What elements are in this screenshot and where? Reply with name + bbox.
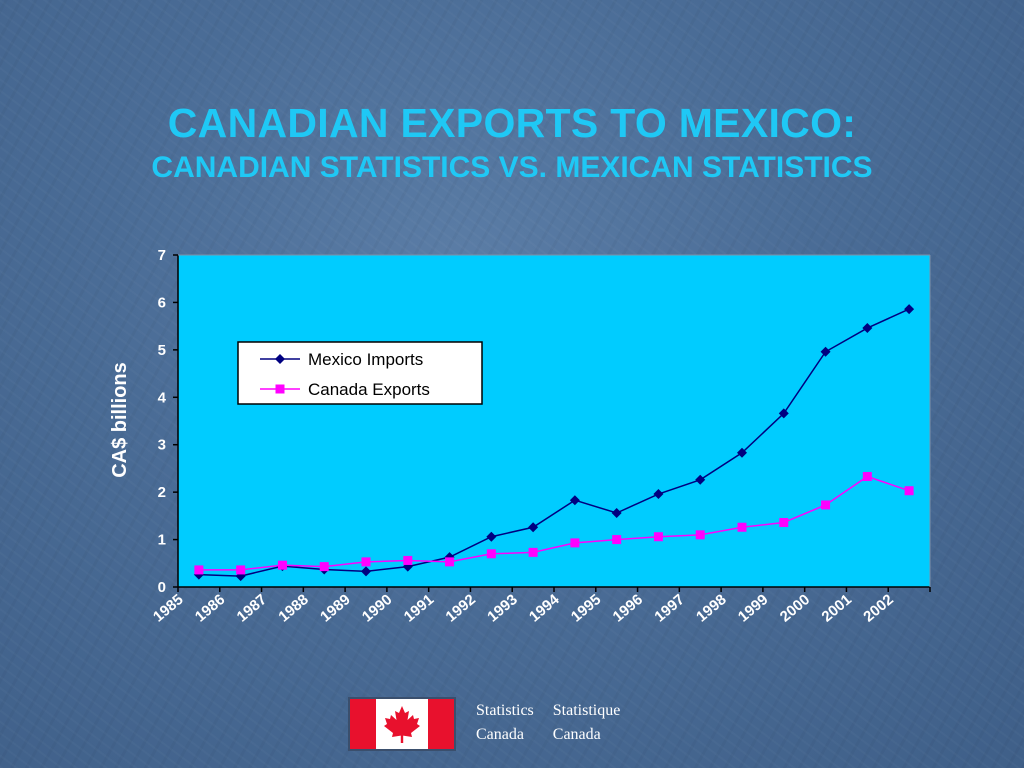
x-axis-ticks: 1985 1986 1987 1988 1989 1990 1991 1992 1993 1994… <box>150 587 931 626</box>
series-canada-exports <box>194 471 914 575</box>
data-point <box>904 304 915 315</box>
x-tick-label: 2001 <box>819 591 855 625</box>
data-point <box>361 566 371 577</box>
x-tick-label: 2000 <box>777 591 813 625</box>
data-point <box>569 495 580 506</box>
statcan-en-line1: Statistics <box>476 702 534 719</box>
data-point <box>486 549 496 559</box>
x-tick-label: 1986 <box>192 591 228 625</box>
x-tick-label: 1997 <box>651 591 687 625</box>
series-layer <box>193 304 915 582</box>
data-point <box>904 486 914 496</box>
slide-subtitle: CANADIAN STATISTICS VS. MEXICAN STATISTI… <box>151 151 873 184</box>
x-tick-label: 1995 <box>568 591 604 625</box>
y-tick-label: 7 <box>158 247 166 264</box>
slide-title: CANADIAN EXPORTS TO MEXICO: <box>167 100 857 146</box>
data-point <box>194 565 204 575</box>
data-point <box>778 408 789 419</box>
x-tick-label: 1988 <box>275 591 311 625</box>
x-tick-label: 1991 <box>401 591 437 625</box>
data-point <box>779 517 789 527</box>
x-tick-label: 1989 <box>317 591 353 625</box>
data-point <box>528 522 539 533</box>
legend-marker <box>275 354 285 364</box>
x-tick-label: 1990 <box>359 591 395 625</box>
y-axis-ticks: 0 1 2 3 4 5 6 7 <box>158 247 178 596</box>
statcan-en-line2: Canada <box>476 726 524 743</box>
data-point <box>528 547 538 557</box>
series-line <box>198 475 910 571</box>
plot-area <box>178 255 930 587</box>
statcan-wordmark: Statistics Canada Statistique Canada <box>476 699 639 747</box>
statcan-fr-line2: Canada <box>552 726 601 743</box>
data-point <box>403 555 413 565</box>
canada-flag-icon <box>348 697 456 751</box>
x-tick-label: 1996 <box>610 591 646 625</box>
data-point <box>319 562 329 572</box>
y-tick-label: 2 <box>158 484 166 501</box>
legend: Mexico Imports Canada Exports <box>237 341 483 405</box>
x-tick-label: 1994 <box>526 591 563 626</box>
x-tick-label: 1998 <box>693 591 729 625</box>
x-tick-label: 2002 <box>860 591 896 625</box>
legend-label: Canada Exports <box>308 380 430 399</box>
x-tick-label: 1987 <box>234 591 270 625</box>
statcan-footer: Statistics Canada Statistique Canada <box>348 697 639 751</box>
data-point <box>862 323 873 334</box>
axes <box>177 254 931 588</box>
data-point <box>570 538 580 548</box>
y-tick-label: 5 <box>158 342 166 359</box>
y-tick-label: 1 <box>158 532 166 549</box>
y-axis-label: CA$ billions <box>109 362 131 478</box>
data-point <box>612 535 622 545</box>
x-tick-label: 1993 <box>484 591 520 625</box>
data-point <box>236 565 246 575</box>
data-point <box>611 508 622 519</box>
legend-box <box>237 341 483 405</box>
y-tick-label: 0 <box>158 579 166 596</box>
y-tick-label: 4 <box>158 389 167 406</box>
x-tick-label: 1985 <box>150 591 186 625</box>
y-tick-label: 3 <box>158 437 166 454</box>
x-tick-label: 1999 <box>735 591 771 625</box>
series-line <box>198 308 910 577</box>
data-point <box>821 500 831 510</box>
data-point <box>277 560 287 570</box>
data-point <box>695 474 706 485</box>
y-tick-label: 6 <box>158 294 166 311</box>
legend-label: Mexico Imports <box>308 350 423 369</box>
data-point <box>486 531 497 542</box>
data-point <box>737 447 747 458</box>
legend-marker <box>275 384 285 394</box>
data-point <box>695 530 705 540</box>
data-point <box>862 471 872 481</box>
x-tick-label: 1992 <box>443 591 479 625</box>
data-point <box>445 557 455 567</box>
data-point <box>653 489 664 500</box>
data-point <box>361 557 371 567</box>
data-point <box>737 522 747 532</box>
data-point <box>820 346 831 357</box>
statcan-fr-line1: Statistique <box>552 702 621 719</box>
data-point <box>653 532 663 542</box>
